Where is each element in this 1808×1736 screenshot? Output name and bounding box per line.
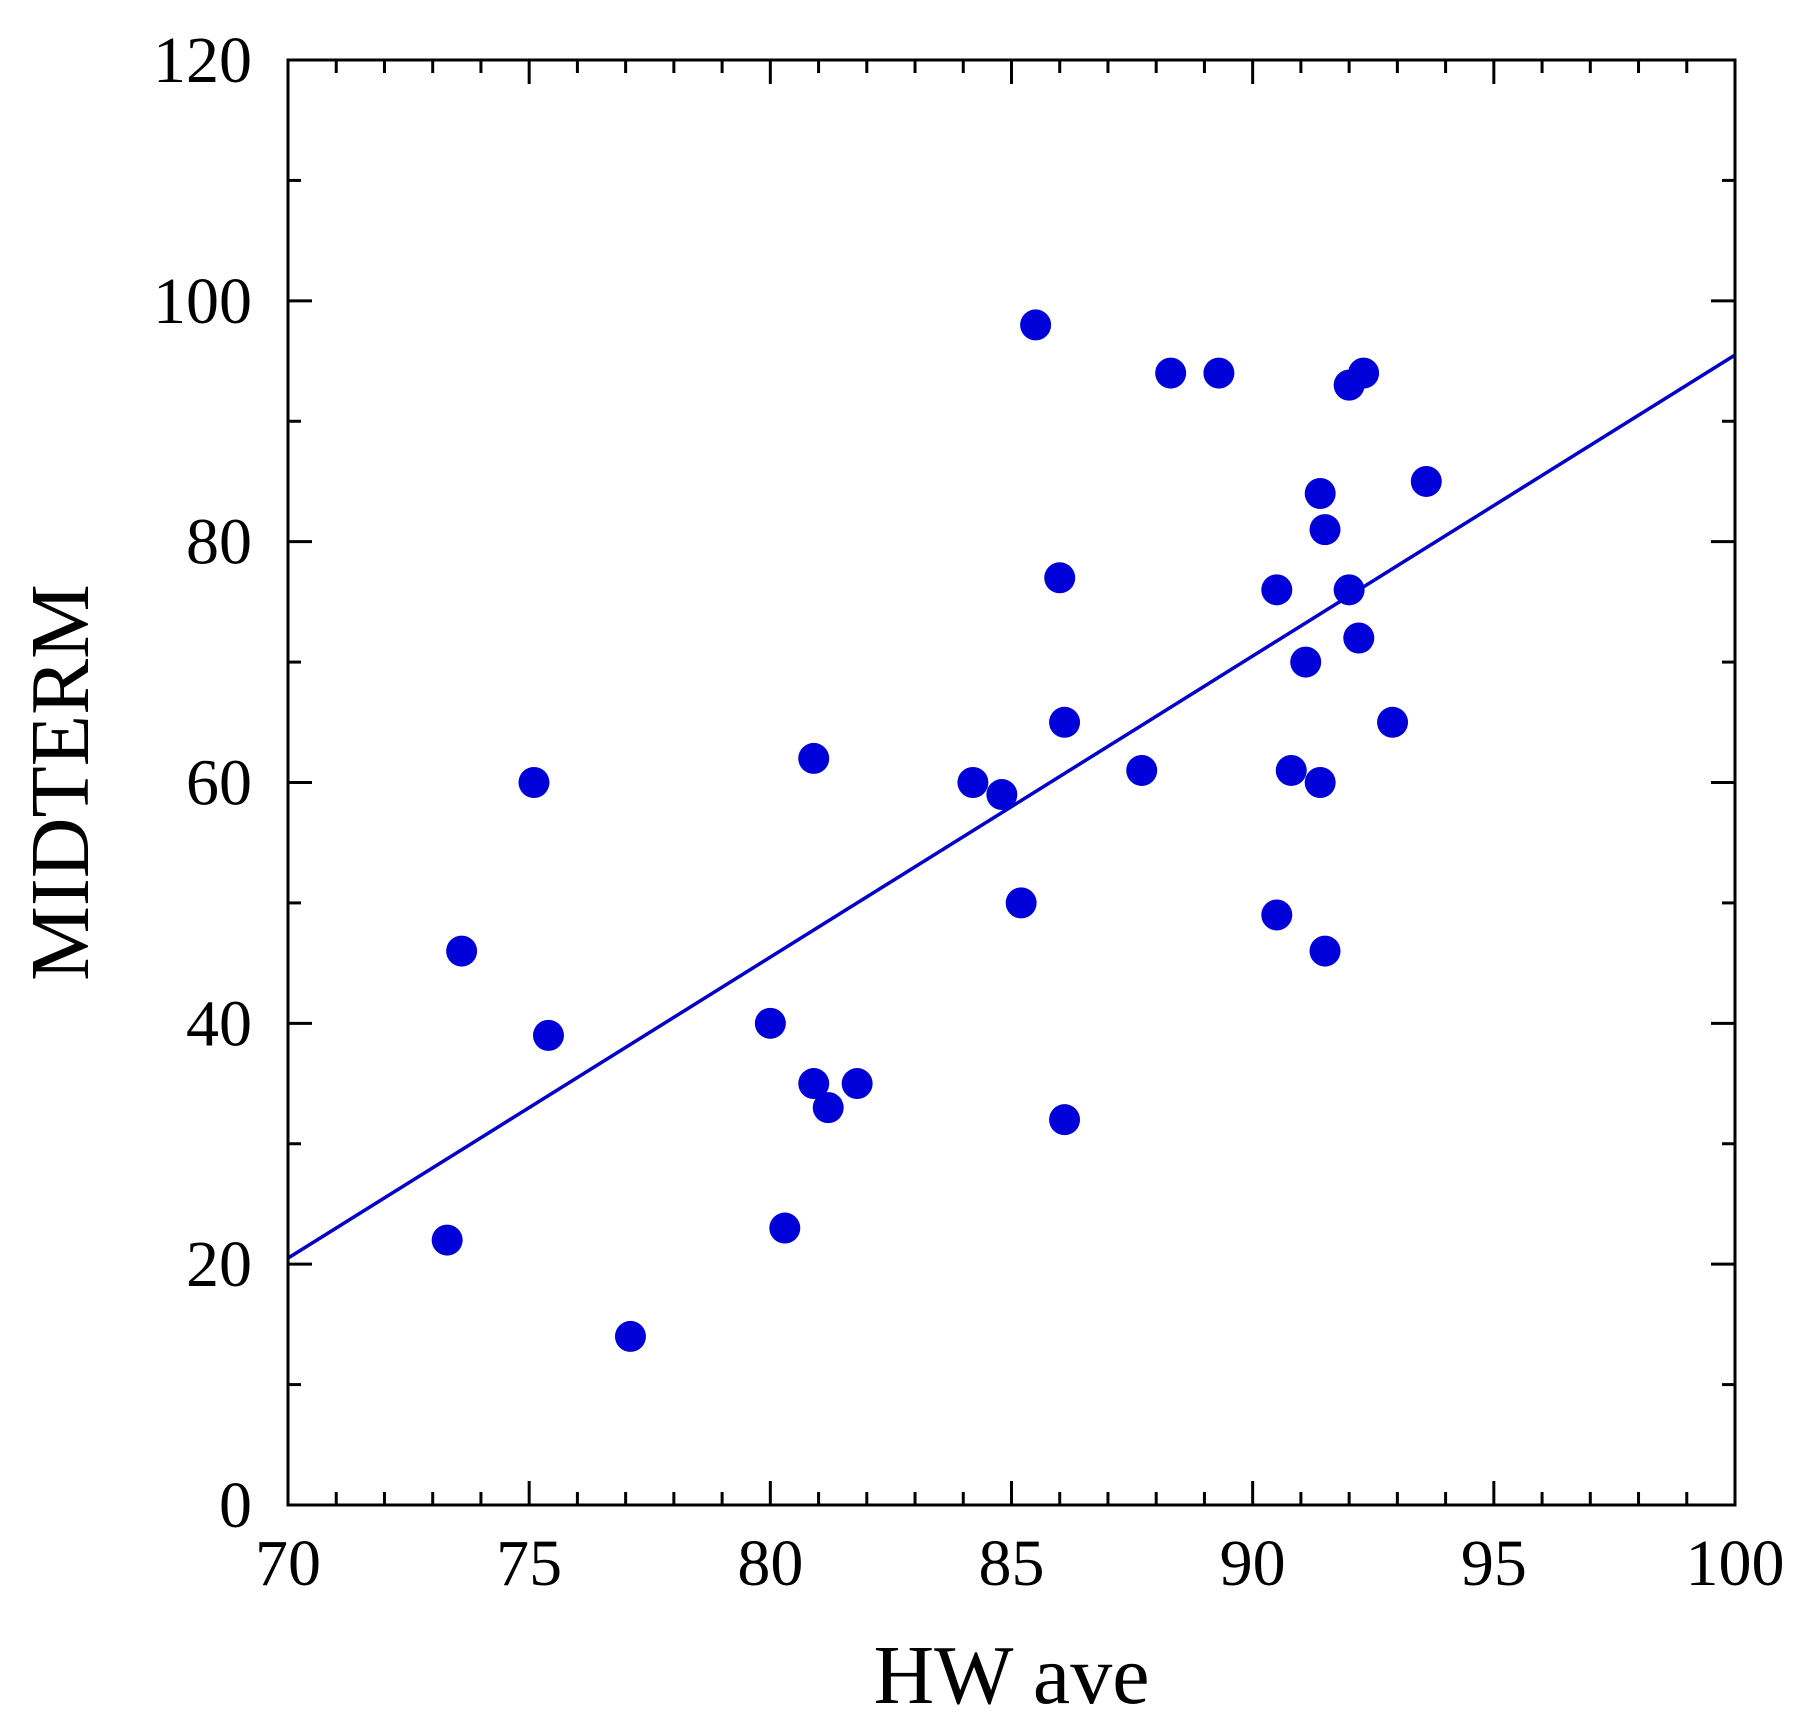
data-point bbox=[812, 1092, 844, 1124]
y-tick-label: 80 bbox=[186, 506, 252, 579]
data-point bbox=[1309, 514, 1341, 546]
data-point bbox=[1309, 935, 1341, 967]
data-point bbox=[614, 1320, 646, 1352]
data-point bbox=[1275, 754, 1307, 786]
data-point bbox=[1377, 706, 1409, 738]
data-point bbox=[1304, 478, 1336, 509]
data-point bbox=[798, 1068, 830, 1100]
data-point bbox=[1343, 622, 1375, 654]
data-point bbox=[957, 767, 989, 798]
data-point bbox=[841, 1068, 873, 1100]
x-tick-label: 100 bbox=[1686, 1527, 1785, 1600]
data-point bbox=[1333, 574, 1365, 606]
x-tick-label: 80 bbox=[737, 1527, 803, 1600]
y-tick-label: 20 bbox=[186, 1228, 252, 1301]
data-point bbox=[1049, 706, 1081, 738]
data-point bbox=[1044, 562, 1076, 594]
data-point bbox=[769, 1212, 801, 1244]
data-point bbox=[518, 767, 550, 798]
x-tick-label: 95 bbox=[1461, 1527, 1527, 1600]
data-point bbox=[754, 1007, 786, 1039]
y-tick-labels: 0 20 40 60 80 100 120 bbox=[153, 24, 252, 1542]
y-tick-label: 100 bbox=[153, 265, 252, 338]
points-layer bbox=[431, 309, 1442, 1352]
y-tick-label: 40 bbox=[186, 987, 252, 1060]
y-tick-label: 0 bbox=[219, 1469, 252, 1542]
data-point bbox=[1410, 465, 1442, 497]
data-point bbox=[1203, 357, 1235, 389]
data-point bbox=[1155, 357, 1187, 389]
y-tick-label: 60 bbox=[186, 747, 252, 820]
x-tick-label: 90 bbox=[1220, 1527, 1286, 1600]
data-point bbox=[1049, 1104, 1081, 1136]
y-tick-label: 120 bbox=[153, 24, 252, 97]
x-tick-label: 75 bbox=[496, 1527, 562, 1600]
plot-frame bbox=[286, 58, 1737, 1507]
data-point bbox=[1126, 754, 1158, 786]
data-point bbox=[1020, 309, 1052, 341]
data-point bbox=[431, 1224, 463, 1256]
x-axis-title: HW ave bbox=[874, 1629, 1150, 1722]
data-point bbox=[1304, 767, 1336, 798]
data-point bbox=[1348, 357, 1380, 389]
data-point bbox=[798, 742, 830, 774]
x-tick-label: 85 bbox=[979, 1527, 1045, 1600]
x-tick-labels: 70 75 80 85 90 95 100 bbox=[255, 1527, 1785, 1600]
data-point bbox=[1261, 899, 1293, 931]
data-point bbox=[1005, 887, 1037, 919]
x-tick-label: 70 bbox=[255, 1527, 321, 1600]
y-axis-title: MIDTERM bbox=[14, 584, 107, 981]
data-point bbox=[986, 779, 1018, 811]
data-point bbox=[1290, 646, 1322, 678]
data-point bbox=[1261, 574, 1293, 606]
data-point bbox=[532, 1019, 564, 1051]
data-point bbox=[446, 935, 478, 967]
